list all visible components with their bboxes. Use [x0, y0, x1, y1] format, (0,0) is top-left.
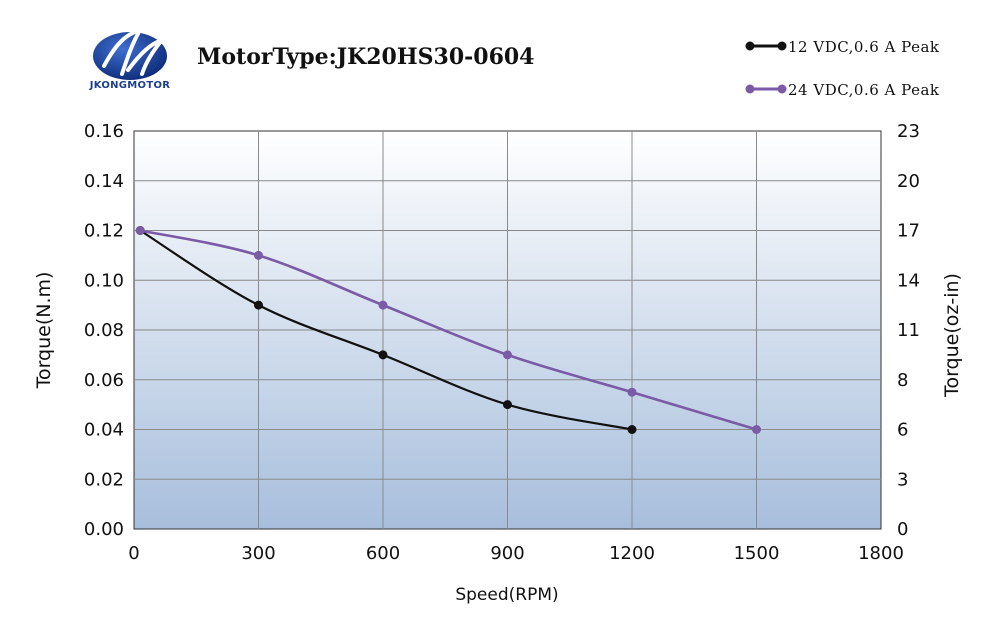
- y-tick-label: 0.00: [84, 519, 124, 540]
- y-tick-label: 0.06: [84, 370, 124, 391]
- grid: [134, 131, 881, 529]
- x-tick-label: 300: [241, 543, 275, 564]
- legend-item-24v: 24 VDC,0.6 A Peak: [745, 81, 940, 99]
- x-tick-label: 900: [490, 543, 524, 564]
- data-point-series-2: [378, 300, 388, 310]
- legend-marker-12v: [745, 41, 755, 51]
- data-point-series-1: [378, 350, 388, 360]
- y2-tick-label: 23: [897, 121, 920, 142]
- legend-marker-12v-end: [777, 41, 787, 51]
- y2-tick-label: 14: [897, 270, 920, 291]
- legend: 12 VDC,0.6 A Peak 24 VDC,0.6 A Peak: [745, 38, 940, 99]
- x-tick-label: 1800: [858, 543, 904, 564]
- legend-marker-24v-end: [777, 84, 787, 94]
- y2-tick-label: 3: [897, 469, 908, 490]
- x-tick-label: 0: [128, 543, 139, 564]
- y2-tick-label: 11: [897, 320, 920, 341]
- legend-label-12v: 12 VDC,0.6 A Peak: [788, 38, 940, 56]
- y2-axis-label: Torque(oz-in): [941, 273, 963, 398]
- y2-tick-label: 17: [897, 221, 920, 242]
- y2-tick-label: 6: [897, 420, 908, 441]
- data-point-series-2: [752, 425, 761, 434]
- y2-tick-label: 8: [897, 370, 908, 391]
- data-point-series-2: [135, 226, 145, 235]
- y-tick-label: 0.16: [84, 121, 124, 142]
- y2-tick-label: 20: [897, 171, 920, 192]
- data-point-series-1: [627, 425, 637, 434]
- y2-tick-label: 0: [897, 519, 908, 540]
- x-tick-label: 1500: [734, 543, 780, 564]
- legend-marker-24v: [745, 84, 755, 94]
- y-tick-label: 0.08: [84, 320, 124, 341]
- y-tick-label: 0.02: [84, 469, 124, 490]
- chart-title: MotorType:JK20HS30-0604: [197, 44, 535, 70]
- series-layer: [135, 226, 761, 434]
- y-tick-label: 0.14: [84, 171, 124, 192]
- y-tick-label: 0.04: [84, 420, 124, 441]
- x-tick-label: 1200: [609, 543, 655, 564]
- brand-logo: JKONGMOTOR: [89, 26, 171, 91]
- data-point-series-1: [254, 300, 263, 310]
- brand-name: JKONGMOTOR: [89, 80, 171, 91]
- data-point-series-2: [254, 250, 263, 260]
- data-point-series-2: [503, 350, 512, 360]
- y-tick-label: 0.10: [84, 270, 124, 291]
- x-tick-label: 600: [366, 543, 400, 564]
- y-axis-label: Torque(N.m): [33, 272, 55, 390]
- data-point-series-2: [627, 387, 637, 397]
- y-tick-label: 0.12: [84, 221, 124, 242]
- x-axis-label: Speed(RPM): [455, 585, 558, 605]
- ticks-layer: 0.00 00.02 30.04 60.06 80.08 110.10 140.12 170.…: [84, 121, 920, 564]
- logo-swoosh-icon: [102, 26, 169, 76]
- legend-label-24v: 24 VDC,0.6 A Peak: [788, 81, 940, 99]
- data-point-series-1: [503, 400, 512, 410]
- series-line-2: [139, 229, 757, 431]
- legend-item-12v: 12 VDC,0.6 A Peak: [745, 38, 940, 56]
